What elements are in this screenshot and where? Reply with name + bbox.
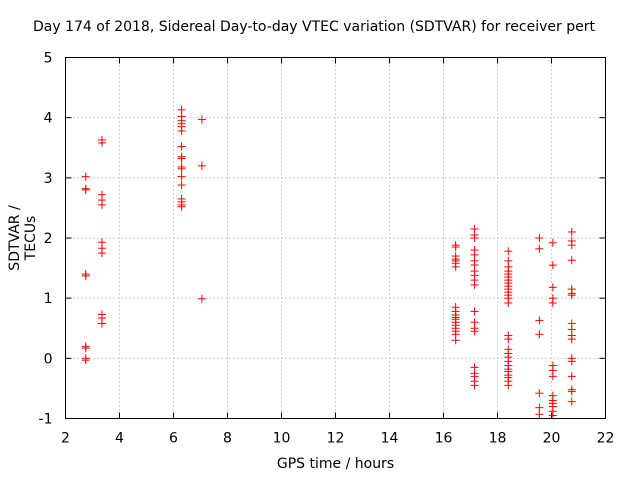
data-point [97,249,106,258]
data-point [535,410,544,419]
data-point [451,262,460,271]
data-point [97,200,106,209]
data-point [548,372,557,381]
data-point [470,234,479,242]
data-point [470,327,479,336]
data-point [470,307,479,316]
x-tick-label: 6 [169,431,178,447]
data-point [81,271,90,280]
x-axis-label: GPS time / hours [276,456,395,472]
y-tick-label: 0 [44,351,53,367]
data-point [97,319,106,328]
data-point [567,397,576,406]
data-point [567,227,576,236]
data-point [197,115,206,124]
data-point [567,372,576,381]
data-point [177,181,186,190]
data-point [451,243,460,252]
data-point [567,335,576,344]
data-point [567,357,576,366]
y-tick-label: 3 [44,171,53,187]
y-tick-label: 2 [44,231,53,247]
x-tick-label: 2 [61,431,70,447]
data-point [470,280,479,289]
chart-title: Day 174 of 2018, Sidereal Day-to-day VTE… [33,19,595,35]
data-point [81,344,90,353]
data-point [567,291,576,300]
data-point [567,256,576,265]
x-tick-label: 8 [223,431,232,447]
plot-frame [65,57,606,419]
x-tick-label: 12 [327,431,345,447]
data-point [81,356,90,365]
data-point [177,164,186,173]
data-point [504,298,513,307]
x-tick-label: 14 [381,431,399,447]
data-point [535,316,544,325]
y-tick-label: 5 [44,51,53,67]
data-point [535,234,544,242]
y-tick-label: 1 [44,291,53,307]
y-tick-label: 4 [44,111,53,127]
data-point [548,283,557,292]
data-point [535,244,544,253]
data-point [535,330,544,339]
x-tick-label: 4 [115,431,124,447]
x-tick-label: 22 [597,431,615,447]
data-point [504,381,513,390]
data-point [177,154,186,163]
data-point [177,172,186,181]
data-point [548,298,557,307]
data-point [177,142,186,151]
data-point [548,238,557,247]
x-tick-label: 18 [489,431,507,447]
data-point [535,389,544,398]
x-tick-label: 16 [435,431,453,447]
data-point [197,161,206,170]
x-tick-label: 20 [543,431,561,447]
data-point [177,126,186,135]
data-point [504,247,513,256]
data-point [548,261,557,270]
grid [65,57,606,419]
data-point [504,335,513,344]
data-point [451,336,460,345]
data-point [81,185,90,194]
y-axis-label: SDTVAR / TECUs [7,205,39,271]
data-point [177,202,186,211]
x-tick-label: 10 [273,431,291,447]
data-point [470,381,479,390]
data-point [197,294,206,303]
data-points [81,105,576,420]
data-point [567,387,576,396]
data-point [81,172,90,181]
y-tick-label: -1 [39,412,53,428]
data-point [97,138,106,147]
data-point [567,241,576,250]
